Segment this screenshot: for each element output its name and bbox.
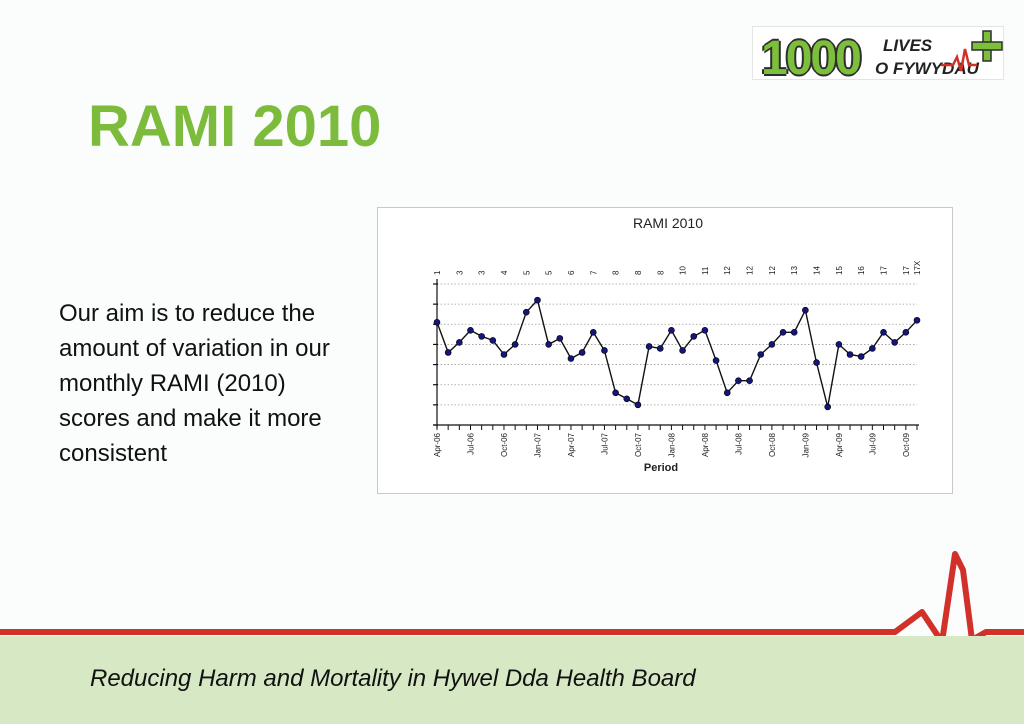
top-label: 3 bbox=[455, 270, 464, 275]
top-label: 8 bbox=[634, 270, 643, 275]
top-label: 4 bbox=[500, 270, 509, 275]
heartbeat-line-icon bbox=[0, 551, 1024, 640]
rami-chart: RAMI 2010 Period Apr-06 Jul-06 Oct-06 Jan-0… bbox=[377, 207, 953, 494]
x-tick-label: Jan-09 bbox=[801, 432, 810, 457]
data-point bbox=[757, 351, 765, 358]
x-tick-label: Jul-08 bbox=[734, 432, 743, 454]
data-point bbox=[589, 329, 597, 336]
top-label: 7 bbox=[589, 270, 598, 275]
data-point bbox=[768, 341, 776, 348]
top-label: 12 bbox=[768, 266, 777, 275]
data-point bbox=[779, 329, 787, 336]
footer-text: Reducing Harm and Mortality in Hywel Dda… bbox=[90, 665, 696, 692]
data-point bbox=[679, 347, 686, 354]
series-line bbox=[436, 298, 918, 408]
data-point bbox=[824, 403, 831, 411]
data-point bbox=[723, 389, 731, 397]
top-label: 12 bbox=[723, 266, 732, 275]
logo-line1: LIVES bbox=[883, 36, 933, 55]
x-tick-label: Jul-06 bbox=[466, 432, 475, 454]
x-tick-label: Oct-08 bbox=[768, 432, 777, 457]
top-label: 5 bbox=[545, 270, 554, 275]
x-tick-label: Apr-07 bbox=[567, 432, 576, 457]
top-label: 6 bbox=[567, 270, 576, 275]
data-point bbox=[846, 351, 854, 358]
chart-xlabel: Period bbox=[644, 462, 678, 474]
data-point bbox=[690, 333, 698, 340]
data-point bbox=[467, 327, 474, 334]
data-point bbox=[545, 341, 552, 348]
logo: 1000 LIVES O FYWYDAU bbox=[746, 20, 1012, 84]
top-label: 17X bbox=[913, 260, 922, 275]
data-point bbox=[634, 401, 642, 409]
x-tick-label: Apr-06 bbox=[433, 432, 442, 457]
data-point bbox=[913, 316, 921, 324]
top-label: 14 bbox=[813, 266, 822, 275]
top-label: 1 bbox=[433, 270, 442, 275]
top-label: 17 bbox=[880, 266, 889, 275]
logo-frame: 1000 LIVES O FYWYDAU bbox=[752, 26, 1004, 85]
data-point bbox=[880, 329, 887, 336]
data-point bbox=[567, 355, 575, 362]
top-label: 8 bbox=[656, 270, 665, 275]
x-tick-label: Apr-09 bbox=[835, 432, 844, 457]
data-point bbox=[656, 345, 664, 352]
logo-number: 1000 bbox=[761, 32, 862, 85]
data-point bbox=[444, 349, 452, 356]
x-tick-label: Jan-08 bbox=[667, 432, 676, 457]
data-point bbox=[746, 377, 753, 384]
chart-title: RAMI 2010 bbox=[633, 215, 703, 231]
top-label: 12 bbox=[746, 266, 755, 275]
top-label: 5 bbox=[522, 270, 531, 275]
data-point bbox=[478, 333, 485, 340]
data-point bbox=[712, 357, 720, 364]
data-point bbox=[433, 318, 441, 326]
data-point bbox=[869, 345, 876, 352]
data-point bbox=[701, 327, 709, 334]
data-point bbox=[857, 353, 865, 360]
top-label: 3 bbox=[478, 270, 487, 275]
x-tick-label: Oct-06 bbox=[500, 432, 509, 457]
data-point bbox=[534, 296, 541, 304]
data-point bbox=[790, 329, 798, 336]
footer-band bbox=[0, 636, 1024, 724]
x-tick-label: Jul-07 bbox=[600, 432, 609, 454]
data-point bbox=[612, 389, 619, 397]
data-point bbox=[802, 306, 809, 314]
top-label: 16 bbox=[857, 266, 866, 275]
x-tick-label: Oct-09 bbox=[902, 432, 911, 457]
x-tick-label: Oct-07 bbox=[634, 432, 643, 457]
chart-svg: RAMI 2010 Period Apr-06 Jul-06 Oct-06 Jan-0… bbox=[433, 215, 922, 474]
top-label: 8 bbox=[612, 270, 621, 275]
data-point bbox=[835, 341, 843, 348]
heartbeat-cross-icon bbox=[941, 30, 1003, 72]
aim-text: Our aim is to reduce the amount of varia… bbox=[59, 300, 330, 467]
data-point bbox=[891, 339, 898, 346]
data-point bbox=[902, 329, 910, 336]
data-point bbox=[456, 339, 463, 346]
data-point bbox=[601, 347, 608, 354]
data-point bbox=[511, 341, 519, 348]
data-point bbox=[623, 395, 631, 403]
top-label: 17 bbox=[902, 266, 911, 275]
top-label: 10 bbox=[679, 266, 688, 275]
data-point bbox=[735, 377, 742, 384]
top-label: 11 bbox=[701, 266, 710, 275]
x-tick-label: Jan-07 bbox=[533, 432, 542, 457]
data-point bbox=[523, 308, 530, 316]
data-point bbox=[578, 349, 586, 356]
data-point bbox=[813, 359, 820, 366]
data-point bbox=[556, 335, 564, 342]
top-label: 13 bbox=[790, 266, 799, 275]
page-title: RAMI 2010 bbox=[88, 94, 382, 159]
data-point bbox=[500, 351, 508, 358]
data-point bbox=[668, 327, 675, 334]
top-label: 15 bbox=[835, 266, 844, 275]
x-tick-label: Jul-09 bbox=[868, 432, 877, 454]
data-point bbox=[645, 343, 653, 350]
x-tick-label: Apr-08 bbox=[701, 432, 710, 457]
data-point bbox=[489, 337, 497, 344]
